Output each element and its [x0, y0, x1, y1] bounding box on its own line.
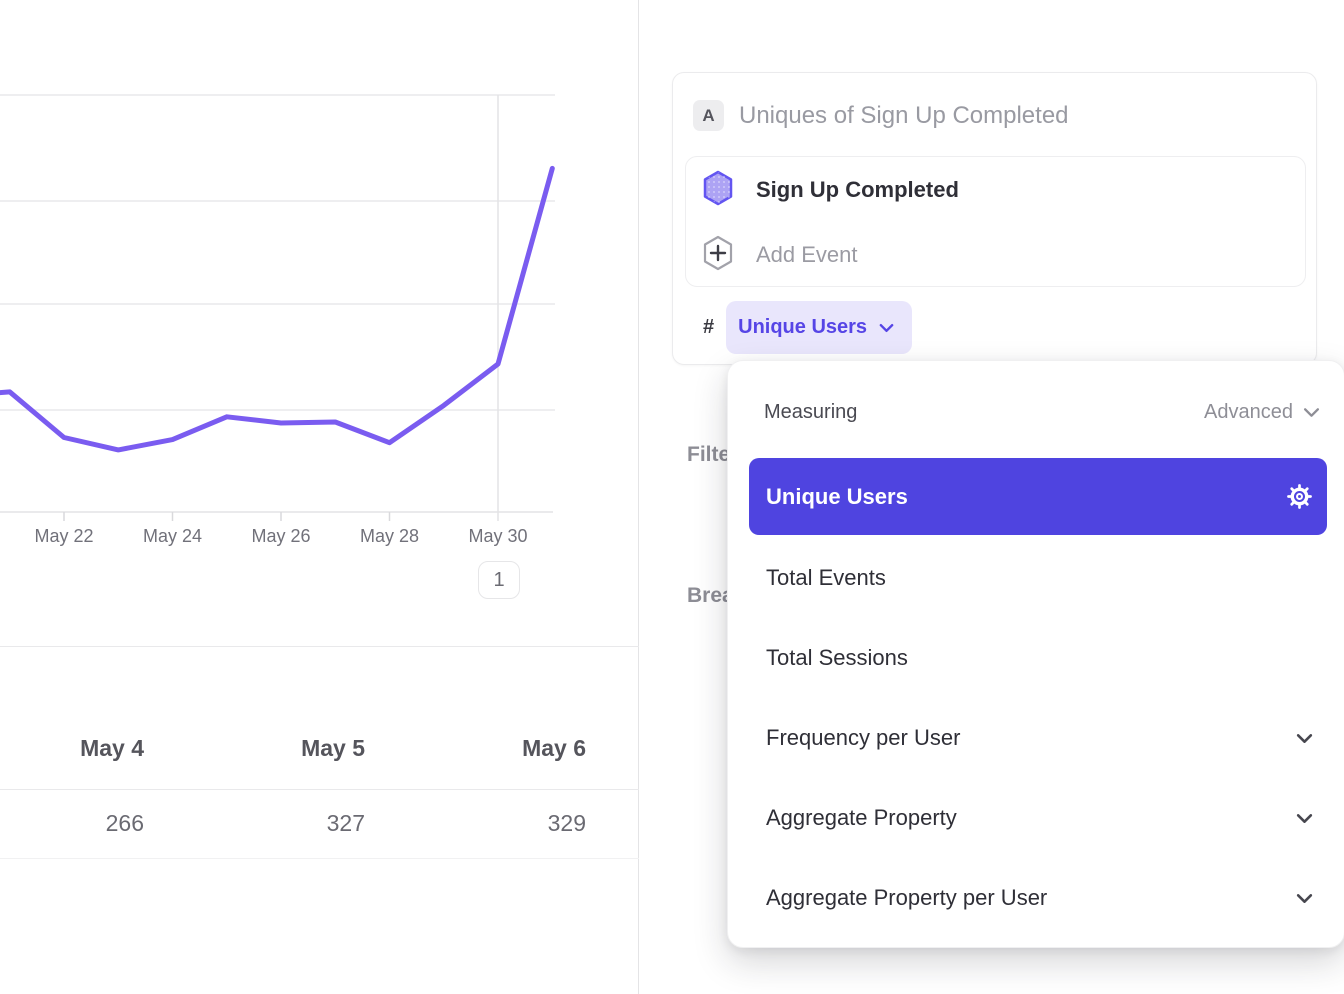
query-builder-card: A Uniques of Sign Up Completed	[672, 72, 1317, 365]
query-panel: Filters Breakdowns A Uniques of Sign Up …	[639, 0, 1344, 994]
series-header: A Uniques of Sign Up Completed	[693, 100, 1069, 131]
dropdown-item-label: Total Events	[766, 565, 886, 590]
chevron-down-icon	[879, 323, 894, 332]
chevron-down-icon	[1296, 813, 1313, 823]
chevron-down-icon	[1296, 893, 1313, 903]
measure-value: Unique Users	[738, 316, 868, 338]
table-border-mid	[0, 789, 639, 790]
add-event-button[interactable]: Add Event	[702, 235, 858, 272]
add-event-label: Add Event	[756, 242, 858, 267]
dropdown-item-total-sessions[interactable]: Total Sessions	[749, 618, 1327, 698]
x-tick-label: May 30	[468, 526, 528, 546]
advanced-mode-toggle[interactable]: Advanced	[1204, 401, 1320, 424]
dropdown-item-unique-users[interactable]: Unique Users	[749, 458, 1327, 535]
chevron-down-icon	[1303, 407, 1320, 417]
add-event-plus-icon	[702, 235, 734, 276]
table-column-header: May 6	[522, 735, 586, 761]
dropdown-item-aggregate-property-per-user[interactable]: Aggregate Property per User	[749, 858, 1327, 938]
series-line[interactable]	[0, 165, 555, 453]
table-column-header: May 5	[301, 735, 365, 761]
hash-symbol: #	[703, 316, 715, 338]
event-name: Sign Up Completed	[756, 177, 959, 202]
table-cell-value: 327	[326, 810, 365, 836]
measuring-dropdown: Measuring Advanced Unique Users Total Eve…	[727, 360, 1344, 948]
table-column-header: May 4	[80, 735, 144, 761]
dropdown-item-total-events[interactable]: Total Events	[749, 538, 1327, 618]
x-tick-label: May 24	[142, 526, 203, 546]
table-border-top	[0, 646, 639, 647]
x-tick-label: May 26	[251, 526, 311, 546]
chart-pane: May 22 May 24 May 26 May 28 May 30 1 May 4 Ma…	[0, 0, 639, 994]
measure-row: # Unique Users	[703, 301, 913, 354]
gear-icon[interactable]	[1286, 483, 1313, 510]
dropdown-item-list: Unique Users Total Events Total Sessions Fr…	[749, 458, 1327, 938]
x-tick-label: May 22	[34, 526, 94, 546]
annotation-badge[interactable]: 1	[478, 561, 520, 599]
series-badge: A	[693, 100, 724, 131]
line-chart	[0, 94, 555, 521]
dropdown-item-label: Unique Users	[766, 483, 908, 509]
table-cell-value: 266	[105, 810, 144, 836]
advanced-label: Advanced	[1204, 400, 1293, 423]
table-border-bottom	[0, 858, 639, 859]
table-cell-value: 329	[547, 810, 586, 836]
dropdown-item-aggregate-property[interactable]: Aggregate Property	[749, 778, 1327, 858]
measure-selector-chip[interactable]: Unique Users	[726, 301, 913, 354]
dropdown-item-label: Total Sessions	[766, 645, 908, 670]
table-header-row: May 4 May 5 May 6	[0, 646, 586, 789]
dropdown-item-label: Frequency per User	[766, 725, 961, 750]
measuring-label: Measuring	[764, 400, 858, 423]
dropdown-header: Measuring Advanced	[764, 397, 1320, 427]
dropdown-item-label: Aggregate Property	[766, 805, 957, 830]
series-title: Uniques of Sign Up Completed	[739, 101, 1069, 129]
dropdown-item-frequency-per-user[interactable]: Frequency per User	[749, 698, 1327, 778]
events-card: Sign Up Completed Add Event	[685, 156, 1306, 287]
dropdown-item-label: Aggregate Property per User	[766, 885, 1048, 910]
chevron-down-icon	[1296, 733, 1313, 743]
table-value-row: 266 327 329	[0, 789, 586, 858]
event-hexagon-icon	[702, 170, 734, 211]
x-tick-label: May 28	[359, 526, 420, 546]
event-row-sign-up-completed[interactable]: Sign Up Completed	[702, 170, 959, 207]
